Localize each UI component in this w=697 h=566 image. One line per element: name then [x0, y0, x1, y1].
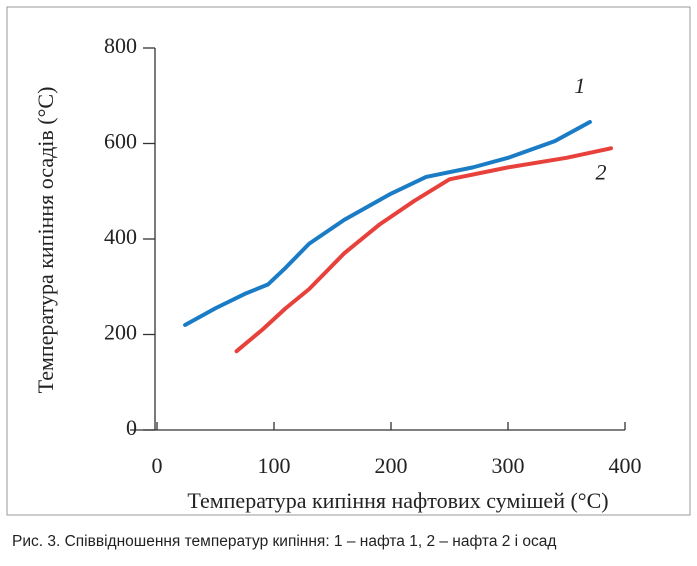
x-tick-label: 0	[152, 453, 163, 478]
line-series	[234, 146, 613, 354]
series-label: 1	[574, 73, 585, 98]
caption: Рис. 3. Співвідношення температур кипінн…	[12, 533, 556, 550]
y-tick-label: 600	[104, 129, 137, 154]
x-axis-title: Температура кипіння нафтових сумішей (°C…	[187, 488, 608, 513]
x-tick-label: 300	[492, 453, 525, 478]
x-tick-label: 200	[375, 453, 408, 478]
y-tick-label: 200	[104, 320, 137, 345]
y-tick-label: 0	[126, 415, 137, 440]
y-axis-title: Температура кипіння осадів (°C)	[33, 87, 58, 394]
x-tick-label: 400	[609, 453, 642, 478]
frame	[6, 6, 691, 516]
x-tick-label: 100	[258, 453, 291, 478]
line-series	[183, 120, 592, 327]
y-tick-label: 800	[104, 33, 137, 58]
y-tick-label: 400	[104, 224, 137, 249]
series-label: 2	[595, 159, 606, 184]
